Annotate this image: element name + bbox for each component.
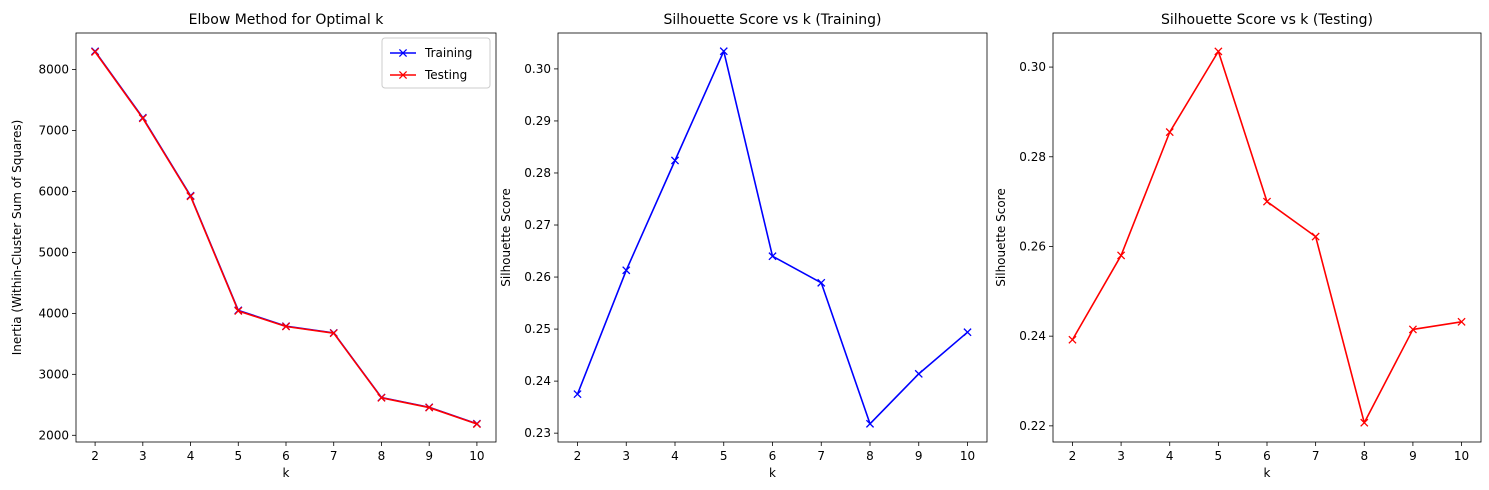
chart-title: Silhouette Score vs k (Testing)	[1161, 12, 1373, 28]
series-line-training	[94, 50, 478, 425]
x-tick-label: 2	[91, 449, 99, 463]
x-tick-label: 5	[234, 449, 242, 463]
data-point-marker	[472, 419, 481, 429]
y-tick-label: 0.22	[1019, 419, 1046, 433]
x-tick-label: 8	[378, 449, 386, 463]
x-tick-label: 2	[1069, 449, 1077, 463]
data-point-marker	[1068, 335, 1077, 344]
y-tick-label: 0.24	[524, 374, 551, 388]
x-tick-label: 8	[1360, 449, 1368, 463]
data-point-marker	[1311, 232, 1320, 241]
data-point-marker	[963, 328, 972, 337]
data-point-marker	[1457, 317, 1466, 326]
y-tick-label: 0.26	[524, 270, 551, 284]
x-tick-label: 2	[574, 449, 582, 463]
legend-marker	[398, 48, 408, 58]
data-point-marker	[186, 192, 195, 201]
data-point-marker	[1165, 128, 1174, 137]
y-tick-label: 0.23	[524, 426, 551, 440]
x-tick-label: 6	[282, 449, 290, 463]
axes-frame	[1052, 32, 1482, 443]
subplot-3: 2 3 4 5 6 7 8 9 10 0.22 0.24 0.26 0.28 0.30 Silhouette…	[994, 12, 1482, 480]
x-tick-label: 3	[1117, 449, 1125, 463]
y-tick-label: 0.25	[524, 322, 551, 336]
y-tick-label: 0.27	[524, 218, 551, 232]
y-tick-label: 3000	[38, 367, 69, 381]
data-point-marker	[329, 329, 338, 338]
data-point-marker	[234, 306, 243, 316]
y-axis-label: Inertia (Within-Cluster Sum of Squares)	[10, 120, 24, 356]
series-line-score	[576, 50, 969, 425]
data-point-marker	[138, 114, 147, 123]
legend: Training Testing	[381, 37, 491, 89]
y-tick-label: 0.29	[524, 114, 551, 128]
subplot-2: 2 3 4 5 6 7 8 9 10 0.23 0.24 0.25 0.26 0.27 0.28 0.29 0.…	[499, 12, 988, 480]
data-point-marker	[425, 403, 434, 412]
y-tick-label: 2000	[38, 428, 69, 442]
data-point-marker	[719, 47, 728, 56]
x-tick-label: 3	[139, 449, 147, 463]
x-tick-label: 4	[187, 449, 195, 463]
data-point-marker	[1214, 47, 1223, 56]
x-tick-label: 4	[1166, 449, 1174, 463]
series-line-score	[1071, 50, 1462, 424]
x-tick-label: 7	[330, 449, 338, 463]
legend-label: Testing	[424, 68, 467, 82]
x-axis-label: k	[769, 466, 776, 480]
y-tick-label: 0.26	[1019, 239, 1046, 253]
y-tick-label: 0.24	[1019, 329, 1046, 343]
x-tick-label: 5	[720, 449, 728, 463]
data-point-marker	[768, 252, 777, 261]
y-tick-label: 0.28	[1019, 150, 1046, 164]
x-axis-label: k	[1264, 466, 1271, 480]
axes-frame	[75, 32, 497, 443]
data-point-marker	[1117, 251, 1126, 260]
x-tick-label: 9	[425, 449, 433, 463]
y-tick-label: 0.30	[524, 62, 551, 76]
series-line-testing	[94, 51, 478, 425]
x-tick-label: 9	[1409, 449, 1417, 463]
y-tick-label: 5000	[38, 245, 69, 259]
y-tick-label: 8000	[38, 63, 69, 77]
x-tick-label: 7	[1312, 449, 1320, 463]
data-point-marker	[377, 393, 386, 402]
y-axis-label: Silhouette Score	[499, 188, 513, 286]
data-point-marker	[622, 266, 631, 275]
legend-marker	[398, 70, 408, 80]
x-tick-label: 6	[1263, 449, 1271, 463]
data-point-marker	[865, 419, 875, 428]
y-axis-label: Silhouette Score	[994, 188, 1008, 286]
axes-frame	[557, 32, 988, 443]
x-tick-label: 10	[960, 449, 975, 463]
x-tick-label: 9	[915, 449, 923, 463]
data-point-marker	[1360, 418, 1369, 427]
x-tick-label: 10	[1454, 449, 1469, 463]
x-tick-label: 10	[469, 449, 484, 463]
data-point-marker	[281, 322, 291, 331]
y-tick-label: 0.30	[1019, 60, 1046, 74]
data-point-marker	[670, 156, 680, 165]
x-tick-label: 4	[671, 449, 679, 463]
data-point-marker	[1408, 325, 1417, 334]
data-point-marker	[914, 369, 923, 378]
y-tick-label: 0.28	[524, 166, 551, 180]
data-point-marker	[573, 390, 582, 399]
x-tick-label: 3	[622, 449, 630, 463]
x-tick-label: 7	[817, 449, 825, 463]
x-tick-label: 6	[769, 449, 777, 463]
chart-title: Silhouette Score vs k (Training)	[663, 12, 881, 28]
data-point-marker	[1262, 197, 1272, 206]
y-tick-label: 7000	[38, 124, 69, 138]
x-axis-label: k	[283, 466, 290, 480]
legend-label: Training	[424, 46, 472, 60]
data-point-marker	[91, 47, 100, 56]
chart-title: Elbow Method for Optimal k	[189, 12, 385, 28]
data-point-marker	[817, 278, 826, 287]
y-tick-label: 6000	[38, 184, 69, 198]
x-tick-label: 8	[866, 449, 874, 463]
subplot-1: 2 3 4 5 6 7 8 9 10 2000 3000 4000 5000 6000 7000 8000 El…	[10, 12, 497, 480]
x-tick-label: 5	[1215, 449, 1223, 463]
y-tick-label: 4000	[38, 306, 69, 320]
